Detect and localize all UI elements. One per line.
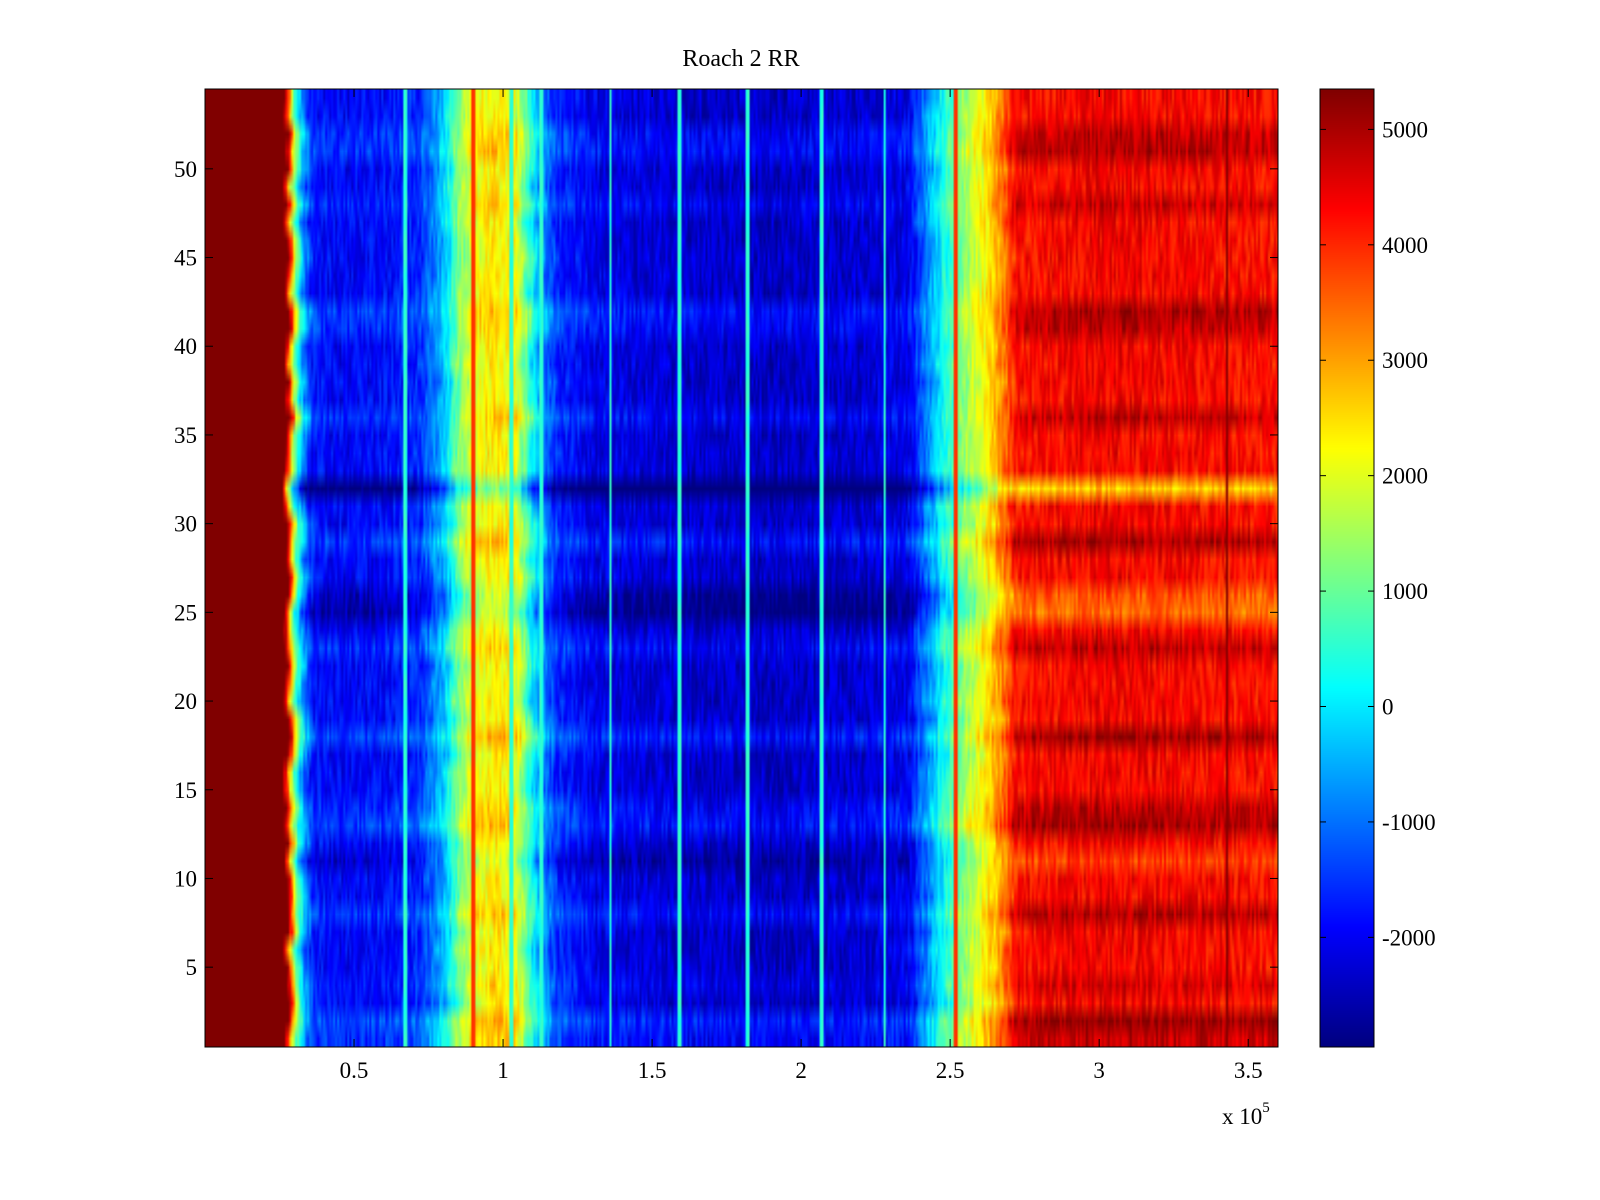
- x-axis-exponent-base: x 10: [1222, 1104, 1262, 1129]
- x-tick-label: 0.5: [340, 1058, 369, 1083]
- colorbar-tick-label: 1000: [1382, 579, 1428, 604]
- x-tick-label: 3.5: [1234, 1058, 1263, 1083]
- colorbar-frame: [1319, 88, 1375, 1048]
- x-tick-label: 2: [795, 1058, 807, 1083]
- y-tick-label: 5: [186, 955, 198, 980]
- colorbar-tick-label: 5000: [1382, 117, 1428, 142]
- y-axis-ticks: 5 10 15 20 25 30 35 40 45 50: [174, 157, 1278, 980]
- y-tick-label: 15: [174, 778, 197, 803]
- y-tick-label: 25: [174, 600, 197, 625]
- y-tick-label: 30: [174, 512, 197, 537]
- colorbar-gradient: [1320, 89, 1374, 1047]
- colorbar: [1320, 89, 1374, 1047]
- chart-title: Roach 2 RR: [682, 46, 799, 72]
- x-tick-label: 1: [497, 1058, 509, 1083]
- y-tick-label: 40: [174, 334, 197, 359]
- colorbar-tick-label: 2000: [1382, 464, 1428, 489]
- x-axis-exponent: x 105: [1222, 1100, 1270, 1129]
- colorbar-ticks: -2000 -1000 0 1000 2000 3000 4000 5000: [1320, 117, 1436, 950]
- colorbar-tick-label: -1000: [1382, 810, 1436, 835]
- heatmap-plot-area: [205, 89, 1278, 1047]
- y-tick-label: 50: [174, 157, 197, 182]
- heatmap-cells: [205, 89, 1278, 1047]
- y-tick-label: 10: [174, 866, 197, 891]
- colorbar-tick-label: -2000: [1382, 925, 1436, 950]
- y-tick-label: 35: [174, 423, 197, 448]
- colorbar-tick-label: 0: [1382, 695, 1394, 720]
- y-tick-label: 20: [174, 689, 197, 714]
- x-tick-label: 3: [1093, 1058, 1105, 1083]
- plot-frame: [204, 88, 1279, 1048]
- x-axis-exponent-power: 5: [1262, 1100, 1270, 1116]
- colorbar-tick-label: 3000: [1382, 348, 1428, 373]
- x-tick-label: 1.5: [638, 1058, 667, 1083]
- x-tick-label: 2.5: [936, 1058, 965, 1083]
- x-axis-ticks: 0.5 1 1.5 2 2.5 3 3.5: [340, 89, 1263, 1083]
- colorbar-tick-label: 4000: [1382, 233, 1428, 258]
- y-tick-label: 45: [174, 246, 197, 271]
